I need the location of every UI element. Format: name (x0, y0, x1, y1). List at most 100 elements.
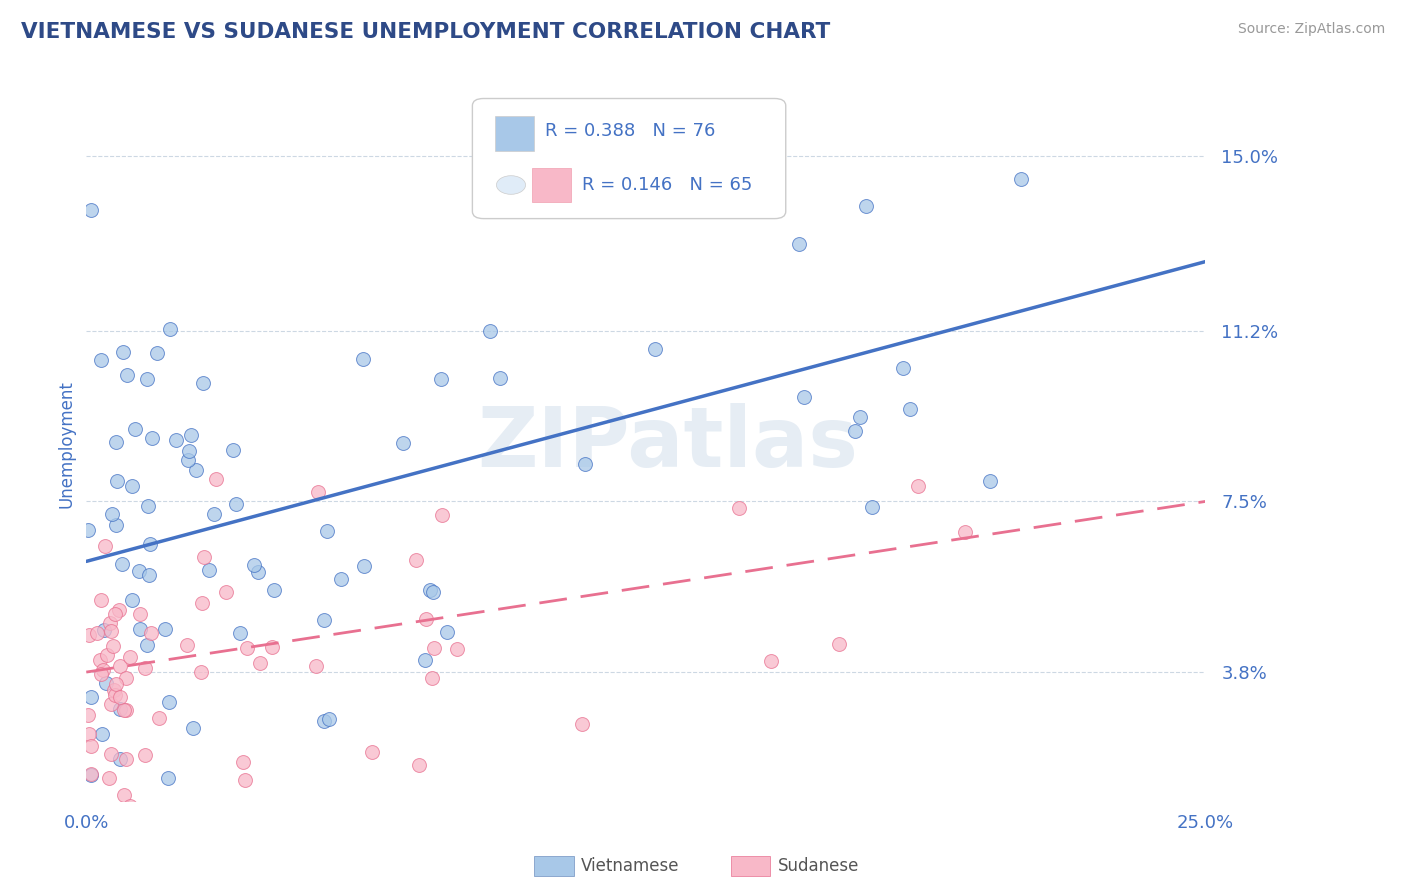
Point (96, 648, 118, 663)
Point (148, 711, 170, 725)
Point (80, 202, 103, 217)
Point (155, 622, 177, 636)
Point (571, 716, 593, 731)
Point (80, 739, 103, 753)
Point (100, 747, 122, 761)
Point (844, 424, 866, 438)
Point (94, 675, 117, 690)
Point (108, 659, 131, 673)
Point (100, 697, 122, 711)
Point (177, 444, 200, 458)
Point (316, 524, 339, 538)
Point (696, 171, 718, 186)
Point (898, 402, 921, 417)
Point (263, 583, 285, 598)
Point (101, 640, 124, 654)
Point (305, 658, 328, 673)
Point (312, 613, 335, 627)
Point (134, 660, 156, 674)
Point (77, 727, 100, 741)
Point (1010, 171, 1032, 186)
Point (120, 649, 142, 664)
Point (423, 640, 446, 655)
Point (204, 507, 226, 521)
Point (907, 479, 929, 493)
Point (104, 518, 127, 533)
Point (176, 638, 198, 652)
Point (361, 745, 384, 759)
Point (408, 758, 430, 772)
Point (644, 342, 666, 356)
Point (100, 624, 122, 638)
Y-axis label: Unemployment: Unemployment (58, 380, 75, 508)
Point (108, 690, 131, 704)
Point (232, 755, 254, 769)
Point (100, 616, 122, 631)
Point (574, 457, 596, 471)
Point (855, 199, 877, 213)
Point (436, 625, 458, 640)
Point (129, 622, 152, 636)
Text: Sudanese: Sudanese (778, 857, 859, 875)
Point (93, 623, 115, 637)
Point (260, 640, 283, 654)
Point (77, 628, 100, 642)
Point (139, 625, 162, 640)
Point (128, 607, 150, 622)
Point (953, 525, 976, 540)
Point (793, 390, 815, 404)
Point (352, 352, 374, 367)
Point (124, 422, 146, 436)
Point (193, 376, 215, 390)
Point (180, 428, 202, 442)
Point (419, 583, 441, 598)
Text: R = 0.388   N = 76: R = 0.388 N = 76 (546, 122, 716, 140)
Point (87, 817, 110, 831)
Point (145, 345, 167, 359)
Text: VIETNAMESE VS SUDANESE UNEMPLOYMENT CORRELATION CHART: VIETNAMESE VS SUDANESE UNEMPLOYMENT CORR… (21, 22, 831, 42)
Point (849, 410, 872, 425)
Point (193, 549, 215, 564)
Point (728, 500, 751, 515)
Point (225, 497, 247, 511)
Point (330, 573, 353, 587)
Point (247, 565, 270, 579)
Point (104, 689, 127, 703)
Point (157, 771, 180, 785)
Point (104, 607, 127, 622)
Point (77, 523, 100, 537)
Point (446, 641, 468, 656)
Point (787, 237, 810, 252)
Point (759, 654, 782, 668)
Point (120, 799, 142, 814)
Point (80, 690, 103, 705)
Point (136, 500, 159, 514)
Point (91, 663, 114, 677)
Point (222, 443, 245, 458)
Point (128, 564, 150, 578)
Text: Source: ZipAtlas.com: Source: ZipAtlas.com (1237, 22, 1385, 37)
Point (314, 714, 336, 728)
Point (392, 436, 415, 450)
Point (80, 768, 103, 782)
Point (489, 371, 512, 385)
Point (478, 324, 501, 338)
FancyBboxPatch shape (472, 98, 786, 219)
Point (139, 537, 162, 551)
Point (108, 701, 131, 715)
Point (198, 563, 221, 577)
Point (891, 361, 914, 376)
Point (205, 472, 228, 486)
Point (90, 727, 112, 741)
Point (159, 321, 181, 335)
FancyBboxPatch shape (531, 168, 571, 202)
Point (105, 434, 128, 449)
Point (190, 596, 212, 610)
Point (214, 585, 236, 599)
Point (353, 559, 375, 574)
Point (86, 626, 108, 640)
Point (249, 656, 271, 670)
Point (138, 567, 160, 582)
Point (121, 593, 143, 607)
Point (422, 585, 444, 599)
